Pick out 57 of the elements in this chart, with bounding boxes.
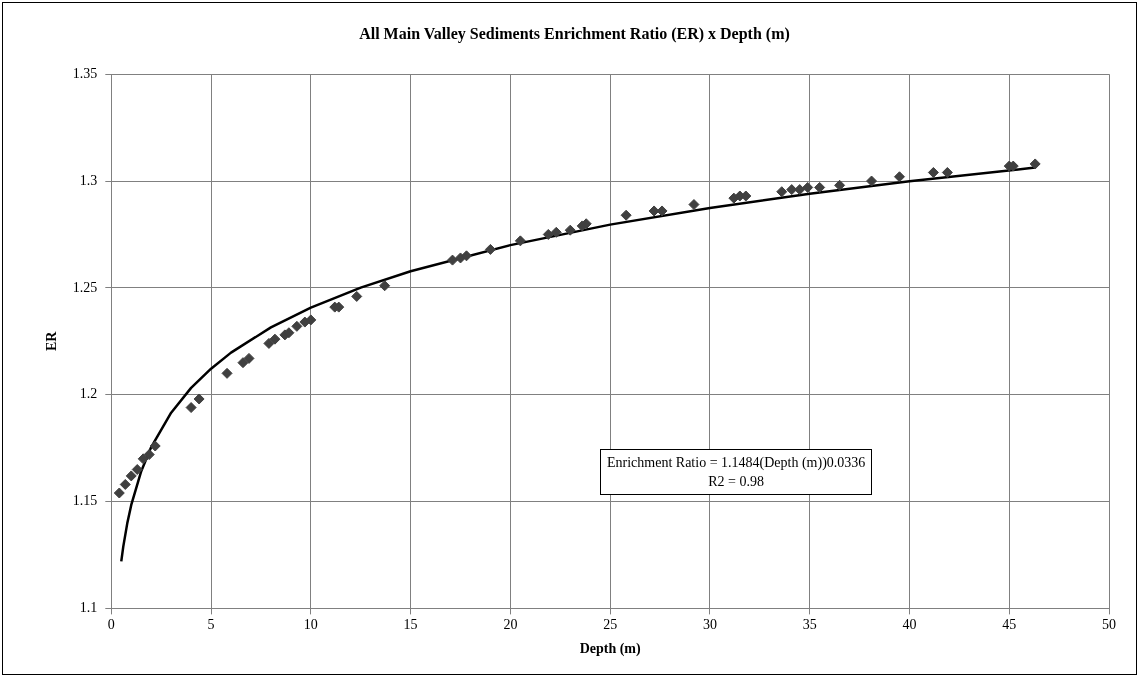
- point: [119, 478, 131, 490]
- point: [185, 402, 197, 414]
- x-tick-label: 45: [1002, 617, 1017, 633]
- point: [143, 449, 155, 461]
- x-tick-label: 40: [902, 617, 917, 633]
- x-tick-label: 25: [603, 617, 618, 633]
- chart-title: All Main Valley Sediments Enrichment Ratio (ER) x Depth (m): [359, 24, 790, 43]
- x-tick-label: 35: [802, 617, 817, 633]
- point: [794, 184, 806, 196]
- point: [125, 470, 137, 482]
- x-tick-label: 0: [107, 617, 115, 633]
- point: [688, 199, 700, 211]
- y-tick-label: 1.2: [79, 386, 98, 402]
- point: [893, 171, 905, 183]
- y-tick-label: 1.15: [72, 493, 98, 509]
- point: [447, 254, 459, 266]
- point: [802, 181, 814, 193]
- y-tick-label: 1.35: [72, 65, 98, 81]
- point: [113, 487, 125, 499]
- x-tick-label: 10: [303, 617, 318, 633]
- point: [834, 179, 846, 191]
- x-tick-label: 30: [702, 617, 717, 633]
- point: [379, 280, 391, 292]
- point: [866, 175, 878, 187]
- point: [193, 393, 205, 405]
- point: [484, 243, 496, 255]
- point: [305, 314, 317, 326]
- point: [237, 357, 249, 369]
- point: [542, 228, 554, 240]
- point: [269, 333, 281, 345]
- x-tick-label: 15: [403, 617, 418, 633]
- annotation: Enrichment Ratio = 1.1484(Depth (m))0.0336: [607, 454, 866, 472]
- point: [941, 166, 953, 178]
- y-tick-label: 1.3: [79, 172, 98, 188]
- point: [1029, 158, 1041, 170]
- point: [814, 181, 826, 193]
- point: [291, 320, 303, 332]
- y-tick-label: 1.1: [79, 600, 98, 616]
- x-axis-title: Depth (m): [579, 641, 642, 658]
- y-tick-label: 1.25: [72, 279, 98, 295]
- annotation: R2 = 0.98: [707, 473, 765, 491]
- point: [149, 440, 161, 452]
- point: [243, 352, 255, 364]
- x-tick-label: 5: [207, 617, 215, 633]
- x-tick-label: 20: [503, 617, 518, 633]
- point: [564, 224, 576, 236]
- point: [351, 290, 363, 302]
- point: [263, 337, 275, 349]
- point: [514, 235, 526, 247]
- y-axis-title: ER: [44, 330, 60, 352]
- point: [620, 209, 632, 221]
- point: [550, 226, 562, 238]
- point: [927, 166, 939, 178]
- point: [221, 367, 233, 379]
- x-tick-label: 50: [1102, 617, 1116, 633]
- point: [131, 464, 143, 476]
- point: [776, 186, 788, 198]
